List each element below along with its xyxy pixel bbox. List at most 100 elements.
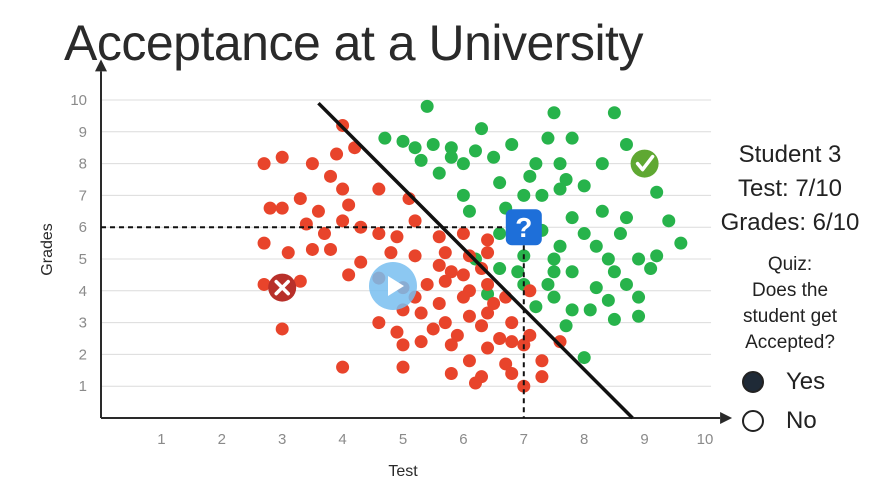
rejected-point	[305, 157, 319, 171]
x-tick-label: 5	[399, 431, 407, 448]
rejected-point	[481, 277, 495, 291]
rejected-point	[438, 316, 452, 330]
rejected-point	[336, 182, 350, 196]
rejected-point	[499, 357, 513, 371]
student-info: Student 3 Test: 7/10 Grades: 6/10	[700, 138, 880, 240]
rejected-point	[444, 366, 458, 380]
rejected-point	[330, 147, 344, 161]
rejected-point	[462, 309, 476, 323]
accepted-point	[547, 265, 561, 279]
accepted-point	[553, 182, 567, 196]
rejected-point	[311, 204, 325, 218]
accepted-point	[420, 99, 434, 113]
y-axis-label: Grades	[39, 223, 56, 275]
cross-stroke	[274, 279, 290, 296]
x-axis-label: Test	[388, 463, 418, 480]
rejected-point	[420, 277, 434, 291]
rejected-point	[493, 332, 507, 345]
accepted-point	[396, 134, 410, 148]
radio-selected-icon[interactable]	[742, 371, 764, 393]
quiz-text-line: Accepted?	[745, 332, 835, 353]
rejected-point	[324, 169, 338, 183]
accepted-point	[456, 157, 470, 171]
rejected-point	[336, 360, 350, 374]
accepted-point	[577, 179, 591, 193]
question-icon	[505, 209, 542, 246]
rejected-point	[408, 214, 422, 228]
accepted-point	[481, 287, 495, 301]
x-tick-label: 9	[640, 431, 648, 448]
rejected-point	[432, 230, 446, 244]
accepted-point	[535, 188, 549, 202]
rejected-point	[523, 328, 537, 342]
x-tick-label: 1	[157, 431, 165, 448]
rejected-point	[505, 335, 519, 349]
rejected-point	[390, 325, 404, 339]
play-button[interactable]	[369, 262, 417, 310]
y-tick-label: 5	[79, 251, 87, 268]
accepted-point	[547, 290, 561, 304]
accepted-point	[619, 138, 633, 152]
rejected-point	[481, 233, 495, 247]
accepted-point	[565, 303, 579, 317]
accepted-point	[444, 150, 458, 164]
option-no[interactable]: No	[742, 407, 817, 435]
rejected-point	[281, 246, 295, 260]
rejected-point	[305, 242, 319, 256]
check-icon	[630, 149, 659, 178]
accepted-point	[462, 204, 476, 218]
rejected-point	[408, 249, 422, 263]
rejected-point	[275, 201, 289, 215]
accepted-point	[583, 303, 597, 317]
radio-empty-icon[interactable]	[742, 410, 764, 432]
rejected-point	[456, 227, 470, 241]
rejected-point	[475, 319, 489, 333]
accepted-point	[456, 188, 470, 202]
x-tick-label: 6	[459, 431, 467, 448]
rejected-point	[396, 360, 410, 374]
question-mark-glyph: ?	[515, 212, 532, 243]
accepted-point	[632, 290, 646, 304]
rejected-point	[257, 157, 271, 171]
accepted-point	[644, 262, 658, 276]
accepted-point	[559, 319, 573, 333]
quiz-text-line: Does the	[751, 280, 829, 301]
rejected-point	[487, 297, 501, 311]
rejected-point	[456, 268, 470, 282]
y-tick-label: 7	[79, 187, 87, 204]
accepted-point	[432, 166, 446, 180]
rejected-point	[553, 335, 567, 349]
accepted-point	[577, 351, 591, 365]
accepted-point	[468, 144, 482, 158]
y-axis-arrow-icon	[95, 59, 107, 72]
rejected-point	[396, 338, 410, 352]
accepted-point	[493, 227, 507, 241]
option-yes[interactable]: Yes	[742, 368, 825, 396]
accepted-point	[505, 138, 519, 152]
y-tick-label: 6	[79, 219, 87, 236]
accepted-point	[674, 236, 688, 250]
accepted-point	[414, 153, 428, 167]
slide-title: Acceptance at a University	[64, 15, 643, 71]
student-name: Student 3	[738, 141, 842, 168]
rejected-point	[390, 230, 404, 244]
y-tick-label: 9	[79, 124, 87, 141]
accepted-point	[553, 157, 567, 171]
x-tick-label: 2	[218, 431, 226, 448]
rejected-point	[535, 370, 549, 384]
rejected-point	[426, 322, 440, 336]
rejected-point	[414, 335, 428, 349]
accepted-point	[650, 185, 664, 199]
accepted-point	[559, 173, 573, 186]
accepted-point	[601, 252, 615, 266]
rejected-point	[414, 306, 428, 320]
rejected-point	[263, 201, 277, 215]
rejected-point	[505, 366, 519, 380]
y-tick-label: 8	[79, 156, 87, 173]
accepted-point	[595, 204, 609, 218]
rejected-point	[456, 290, 470, 304]
rejected-point	[275, 322, 289, 336]
y-tick-label: 10	[70, 92, 87, 109]
accepted-point	[589, 281, 603, 295]
